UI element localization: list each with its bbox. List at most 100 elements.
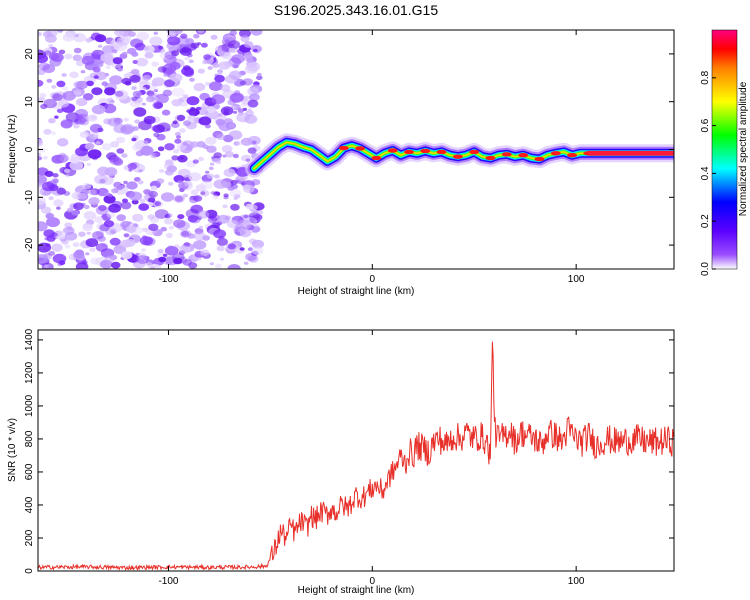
noise-speckle: [59, 154, 70, 162]
spectrogram-y-axis-label: Frequency (Hz): [7, 115, 18, 184]
noise-speckle: [220, 84, 231, 92]
track-hotspot: [355, 146, 366, 151]
noise-speckle: [193, 33, 200, 39]
noise-speckle: [38, 242, 52, 253]
noise-speckle: [167, 36, 181, 46]
noise-speckle: [154, 201, 162, 207]
noise-speckle: [46, 78, 53, 83]
figure-title: S196.2025.343.16.01.G15: [274, 2, 438, 18]
noise-speckle: [206, 173, 215, 179]
noise-speckle: [108, 203, 121, 213]
noise-speckle: [194, 228, 204, 235]
noise-speckle: [64, 222, 73, 228]
noise-speckle: [73, 47, 82, 54]
noise-speckle: [223, 193, 229, 198]
noise-speckle: [149, 216, 160, 223]
noise-speckle: [83, 204, 90, 210]
noise-speckle: [43, 128, 52, 135]
noise-speckle: [197, 210, 210, 219]
noise-speckle: [198, 225, 204, 230]
noise-speckle: [149, 85, 158, 92]
noise-speckle: [71, 210, 79, 216]
noise-speckle: [222, 204, 228, 209]
noise-speckle: [44, 170, 54, 177]
noise-speckle: [95, 141, 101, 145]
noise-speckle: [97, 44, 103, 48]
noise-speckle: [103, 194, 116, 204]
noise-speckle: [174, 195, 184, 202]
noise-speckle: [48, 44, 54, 48]
noise-speckle: [189, 77, 195, 82]
colorbar-label: Normalized spectral amplitude: [738, 81, 749, 216]
noise-speckle: [155, 153, 161, 157]
colorbar: 0.0 0.2 0.4 0.6 0.8 Normalized spectral ampl…: [700, 29, 749, 276]
noise-speckle: [38, 68, 46, 76]
noise-speckle: [190, 42, 200, 49]
noise-speckle: [229, 70, 242, 80]
noise-speckle: [131, 86, 137, 90]
noise-speckle: [38, 175, 47, 184]
noise-speckle: [152, 229, 163, 237]
noise-speckle: [112, 57, 123, 65]
track-hotspot: [518, 153, 529, 158]
noise-speckle: [111, 188, 119, 194]
snr-y-tick-label: 600: [24, 463, 35, 480]
noise-speckle: [85, 37, 92, 43]
noise-speckle: [73, 202, 84, 211]
noise-speckle: [58, 260, 66, 266]
track-hotspot: [534, 156, 545, 162]
noise-speckle: [165, 232, 173, 239]
noise-speckle: [126, 181, 138, 190]
noise-speckle: [235, 140, 243, 146]
track-hotspot: [550, 151, 561, 156]
noise-speckle: [38, 196, 46, 205]
noise-speckle: [39, 92, 47, 98]
noise-speckle: [132, 213, 144, 222]
noise-speckle: [197, 30, 205, 33]
snr-y-tick-label: 200: [24, 529, 35, 546]
noise-speckle: [213, 152, 222, 159]
noise-speckle: [230, 92, 244, 103]
noise-speckle: [52, 91, 67, 102]
noise-speckle: [113, 245, 127, 255]
noise-speckle: [257, 72, 262, 77]
noise-speckle: [171, 99, 182, 107]
noise-speckle: [198, 116, 212, 126]
noise-speckle: [183, 120, 192, 127]
noise-speckle: [182, 94, 189, 99]
noise-speckle: [104, 167, 118, 177]
noise-speckle: [104, 255, 115, 263]
noise-speckle: [247, 99, 259, 108]
noise-speckle: [48, 118, 56, 124]
noise-speckle: [75, 114, 84, 120]
snr-y-tick-label: 800: [24, 430, 35, 447]
noise-speckle: [136, 92, 141, 96]
noise-speckle: [192, 159, 199, 164]
noise-speckle: [107, 117, 121, 127]
noise-speckle: [220, 106, 234, 116]
noise-speckle: [43, 47, 53, 54]
noise-speckle: [88, 132, 99, 140]
noise-speckle: [58, 49, 66, 55]
noise-speckle: [51, 52, 64, 62]
noise-speckle: [122, 51, 128, 56]
noise-speckle: [109, 229, 116, 234]
colorbar-tick-label: 0.8: [700, 70, 711, 84]
noise-speckle: [214, 174, 220, 179]
snr-plot-area: [38, 330, 674, 571]
noise-speckle: [103, 51, 114, 59]
noise-speckle: [46, 235, 56, 242]
noise-speckle: [182, 65, 191, 71]
noise-speckle: [64, 244, 71, 249]
track-hotspot: [485, 155, 496, 161]
noise-speckle: [116, 214, 126, 222]
noise-speckle: [120, 220, 130, 229]
noise-speckle: [227, 243, 236, 250]
noise-speckle: [94, 216, 104, 223]
noise-speckle: [149, 36, 163, 46]
noise-speckle: [173, 175, 185, 183]
noise-speckle: [95, 205, 109, 215]
noise-speckle: [73, 250, 85, 259]
track-hotspot: [436, 149, 447, 155]
noise-speckle: [82, 182, 92, 190]
